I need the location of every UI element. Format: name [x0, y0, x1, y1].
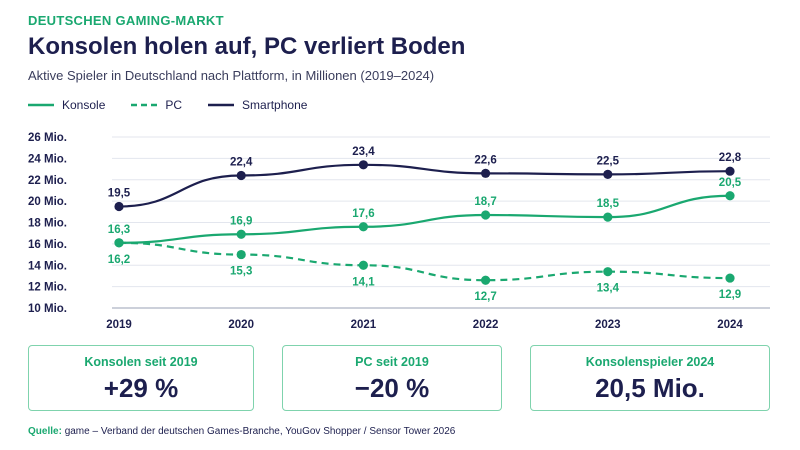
data-label-smartphone: 22,4 [230, 156, 253, 168]
kpi-card-konsolenspieler: Konsolenspieler 2024 20,5 Mio. [530, 345, 770, 411]
data-label-smartphone: 22,8 [719, 152, 742, 164]
series-line-smartphone [118, 163, 731, 208]
kpi-label: Konsolenspieler 2024 [585, 355, 715, 369]
data-label-smartphone: 19,5 [108, 187, 131, 199]
data-point-konsole [236, 229, 246, 239]
data-point-pc [725, 273, 735, 283]
grid: 10 Mio. 12 Mio. 14 Mio. 16 Mio. 18 Mio. 20 Mi… [28, 132, 770, 331]
y-tick-label: 20 Mio. [28, 196, 67, 208]
data-point-smartphone [725, 166, 735, 176]
legend-label-konsole: Konsole [62, 98, 106, 112]
data-label-smartphone: 22,5 [597, 155, 620, 167]
data-label-konsole: 18,5 [597, 198, 620, 210]
data-point-konsole [603, 212, 613, 222]
data-label-pc: 16,2 [108, 254, 130, 266]
source-note: Quelle: game – Verband der deutschen Gam… [28, 426, 455, 437]
y-tick-label: 12 Mio. [28, 282, 67, 294]
data-label-pc: 14,1 [352, 276, 375, 288]
x-tick-label: 2021 [351, 319, 377, 331]
legend-item-pc: PC [131, 98, 182, 112]
x-tick-label: 2020 [228, 319, 254, 331]
data-label-konsole: 16,3 [108, 224, 130, 236]
legend-label-pc: PC [165, 98, 183, 112]
chart-subtitle: Aktive Spieler in Deutschland nach Platt… [28, 68, 435, 83]
kpi-value: 20,5 Mio. [595, 373, 705, 403]
source-text: game – Verband der deutschen Games-Branc… [64, 426, 456, 437]
data-point-pc [603, 267, 613, 277]
data-label-konsole: 20,5 [719, 177, 742, 189]
data-labels: 19,5 22,4 23,4 22,6 22,5 22,8 16,3 16,9 17,6 18,7… [108, 146, 742, 303]
y-tick-label: 16 Mio. [28, 239, 67, 251]
data-point-konsole [725, 191, 735, 201]
data-point-smartphone [358, 160, 368, 170]
legend-swatch-smartphone [208, 103, 235, 107]
legend: Konsole PC Smartphone [28, 98, 307, 112]
data-label-smartphone: 22,6 [474, 154, 496, 166]
data-label-konsole: 17,6 [352, 208, 374, 220]
kpi-value: −20 % [354, 373, 430, 403]
kpi-card-konsolen: Konsolen seit 2019 +29 % [28, 345, 254, 411]
x-tick-label: 2023 [595, 319, 621, 331]
kpi-value: +29 % [103, 373, 179, 403]
legend-item-konsole: Konsole [28, 98, 105, 112]
x-tick-label: 2022 [473, 319, 499, 331]
data-label-konsole: 16,9 [230, 215, 252, 227]
kpi-label: Konsolen seit 2019 [84, 355, 198, 369]
kpi-card-pc: PC seit 2019 −20 % [282, 345, 502, 411]
kpi-label: PC seit 2019 [355, 355, 429, 369]
y-tick-label: 18 Mio. [28, 218, 67, 230]
y-tick-label: 10 Mio. [28, 303, 67, 315]
y-tick-label: 24 Mio. [28, 153, 67, 165]
kicker: DEUTSCHEN GAMING-MARKT [28, 13, 224, 28]
data-point-pc [236, 249, 246, 260]
line-chart: 10 Mio. 12 Mio. 14 Mio. 16 Mio. 18 Mio. 20 Mi… [28, 132, 770, 331]
data-label-pc: 12,9 [719, 289, 741, 301]
data-point-pc [481, 275, 491, 285]
y-tick-label: 14 Mio. [28, 260, 67, 272]
series-line-pc [118, 241, 731, 282]
data-label-pc: 12,7 [474, 291, 496, 303]
y-tick-label: 22 Mio. [28, 175, 67, 187]
data-point-konsole [481, 210, 491, 220]
legend-item-smartphone: Smartphone [208, 98, 307, 112]
series-line-konsole [118, 194, 731, 244]
kpi-cards: Konsolen seit 2019 +29 % PC seit 2019 −2… [28, 345, 770, 413]
data-point-smartphone [481, 168, 491, 178]
data-point-pc [358, 260, 368, 270]
y-tick-label: 26 Mio. [28, 132, 67, 144]
x-tick-label: 2019 [106, 319, 132, 331]
data-label-pc: 13,4 [597, 283, 620, 295]
data-label-smartphone: 23,4 [352, 146, 375, 158]
legend-swatch-konsole [28, 103, 54, 107]
data-point-smartphone [603, 169, 613, 180]
x-tick-label: 2024 [717, 319, 743, 331]
data-label-konsole: 18,7 [474, 196, 496, 208]
source-label: Quelle: [28, 426, 62, 437]
data-label-pc: 15,3 [230, 266, 252, 278]
chart-title: Konsolen holen auf, PC verliert Boden [28, 33, 466, 60]
series [114, 160, 735, 285]
legend-label-smartphone: Smartphone [242, 98, 308, 112]
legend-swatch-pc [131, 103, 158, 107]
data-point-konsole [358, 222, 368, 232]
data-point-pc [114, 238, 124, 248]
data-point-smartphone [236, 170, 246, 181]
data-point-smartphone [114, 201, 124, 212]
